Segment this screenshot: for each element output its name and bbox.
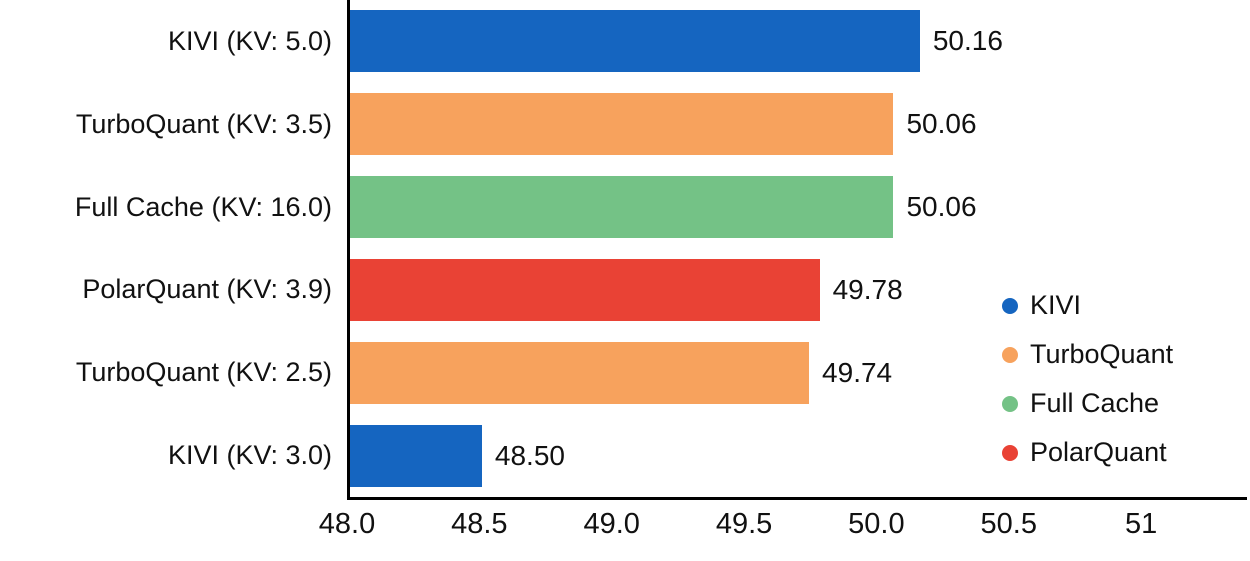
x-tick-label: 48.5: [451, 508, 508, 540]
plot-area: KIVI (KV: 5.0) 50.16 TurboQuant (KV: 3.5…: [75, 0, 1247, 500]
legend-swatch-icon: [1002, 444, 1018, 461]
value-label: 50.16: [932, 25, 1003, 57]
bar: [350, 341, 810, 404]
bar-row: Full Cache (KV: 16.0) 50.06: [75, 166, 1247, 249]
bar-row: TurboQuant (KV: 3.5) 50.06: [76, 83, 1247, 166]
category-label: TurboQuant (KV: 2.5): [75, 357, 332, 388]
bar: [350, 93, 894, 156]
category-label: KIVI (KV: 3.0): [167, 440, 332, 471]
legend-swatch-icon: [1002, 346, 1018, 363]
category-label: Full Cache (KV: 16.0): [74, 191, 332, 222]
value-label: 50.06: [906, 191, 977, 223]
legend-label: TurboQuant: [1030, 339, 1174, 369]
bar-row: TurboQuant (KV: 2.5) 49.74: [76, 331, 1247, 414]
value-label: 50.06: [906, 108, 977, 140]
legend-label: KIVI: [1030, 290, 1082, 320]
x-tick-label: 49.5: [715, 508, 773, 540]
legend-item: Full Cache: [1002, 388, 1173, 419]
bar-row: KIVI (KV: 5.0) 50.16: [168, 0, 1247, 83]
bar-row: PolarQuant (KV: 3.9) 49.78: [82, 248, 1247, 331]
bar: [350, 258, 820, 321]
legend-item: TurboQuant: [1002, 339, 1173, 370]
x-axis: 48.0 48.5 49.0 49.5 50.0 50.5 51: [319, 508, 1247, 550]
category-label: KIVI (KV: 5.0): [167, 25, 332, 56]
value-label: 49.78: [832, 273, 903, 305]
bar: [350, 176, 894, 239]
legend-swatch-icon: [1002, 395, 1018, 412]
x-tick-label: 50.5: [980, 508, 1037, 540]
category-label: PolarQuant (KV: 3.9): [82, 274, 332, 305]
bar: [350, 424, 482, 487]
bar-row: KIVI (KV: 3.0) 48.50: [168, 414, 1247, 497]
x-tick-label: 48.0: [318, 508, 376, 540]
legend-item: KIVI: [1002, 290, 1173, 321]
x-tick-label: 49.0: [583, 508, 640, 540]
x-tick-label: 51: [1124, 508, 1158, 540]
legend-label: Full Cache: [1030, 388, 1160, 418]
bar: [350, 10, 920, 73]
value-label: 49.74: [822, 356, 893, 388]
legend-item: PolarQuant: [1002, 437, 1173, 468]
legend-label: PolarQuant: [1030, 437, 1167, 467]
legend-swatch-icon: [1002, 297, 1018, 314]
value-label: 48.50: [494, 439, 565, 471]
x-tick-label: 50.0: [848, 508, 905, 540]
legend: KIVI TurboQuant Full Cache PolarQuant: [1002, 290, 1173, 468]
category-label: TurboQuant (KV: 3.5): [75, 108, 332, 139]
